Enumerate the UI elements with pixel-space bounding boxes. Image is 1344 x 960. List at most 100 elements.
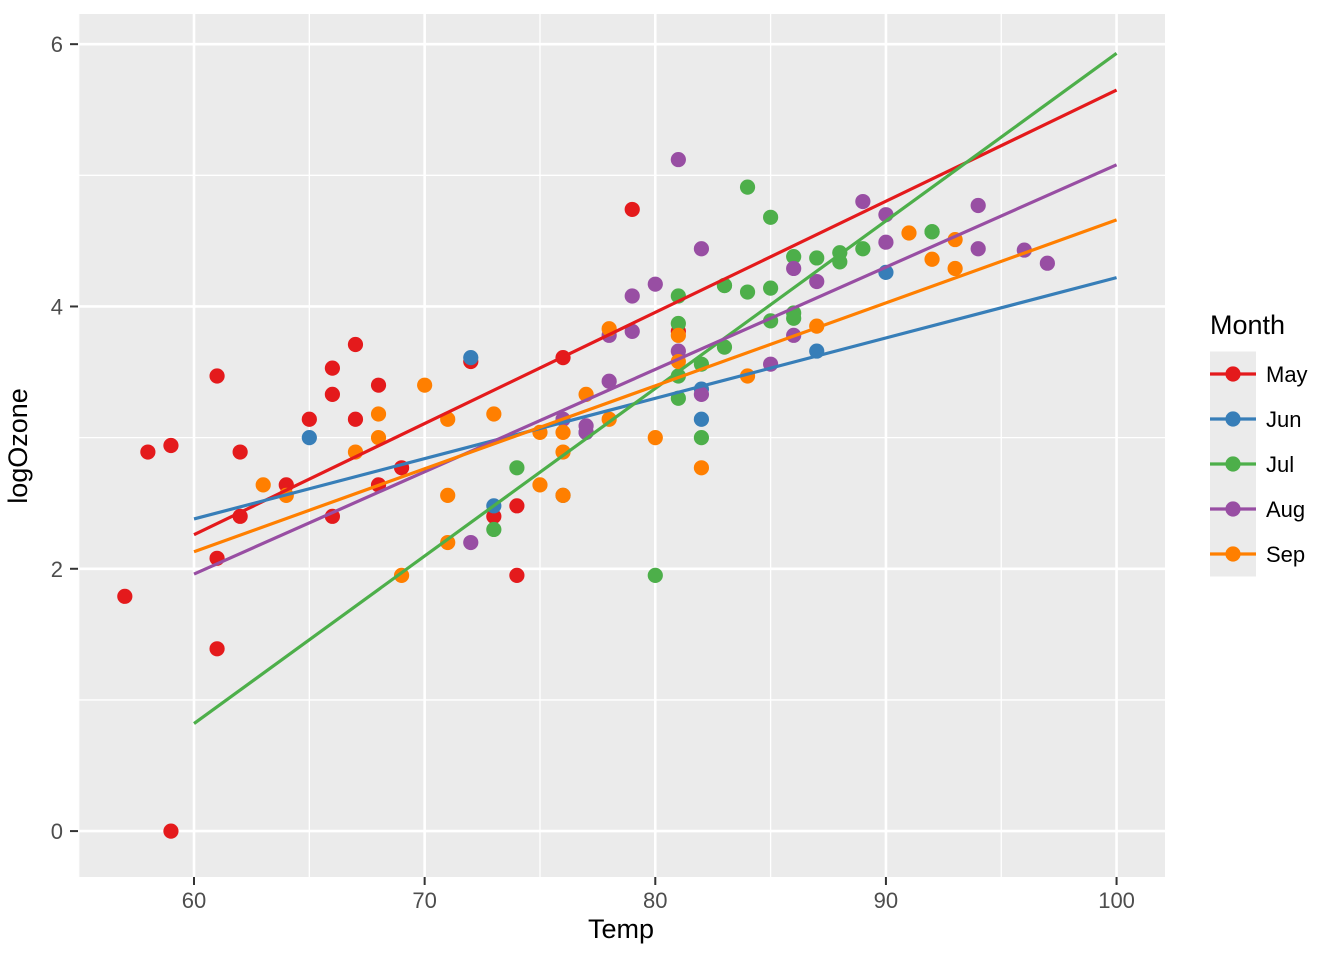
legend-item-sep: Sep	[1210, 531, 1305, 577]
legend-label: Sep	[1266, 542, 1305, 567]
legend-label: May	[1266, 362, 1308, 387]
x-tick-label: 70	[412, 888, 436, 913]
legend-key-point	[1225, 501, 1241, 517]
data-point-jul	[763, 280, 779, 296]
series-points-jul	[486, 179, 940, 583]
data-point-jul	[739, 284, 756, 300]
data-point-sep	[555, 424, 571, 440]
legend-key-point	[1225, 456, 1241, 472]
y-tick-label: 6	[51, 32, 63, 57]
scatter-points	[117, 151, 1055, 839]
data-point-sep	[370, 430, 387, 446]
data-point-aug	[878, 234, 894, 250]
data-point-jul	[763, 209, 779, 225]
data-point-may	[509, 498, 525, 514]
axis-ticks: 60 70 80 90 100 0 2 4 6	[51, 32, 1135, 913]
data-point-aug	[1039, 255, 1055, 271]
legend-item-aug: Aug	[1210, 486, 1305, 532]
data-point-jun	[463, 350, 479, 366]
data-point-sep	[555, 444, 571, 460]
data-point-jul	[786, 310, 802, 326]
data-point-may	[117, 588, 133, 604]
data-point-may	[209, 368, 225, 384]
legend: Month May Jun Jul Aug Sep	[1210, 310, 1308, 577]
data-point-aug	[624, 288, 640, 304]
data-point-may	[347, 336, 364, 353]
legend-items: May Jun Jul Aug Sep	[1210, 351, 1308, 577]
data-point-jul	[693, 430, 710, 446]
trend-line-jun	[193, 276, 1117, 521]
data-point-sep	[255, 477, 271, 493]
data-point-sep	[901, 225, 917, 241]
x-tick-label: 80	[643, 888, 667, 913]
series-points-may	[117, 201, 686, 839]
data-point-jun	[693, 411, 710, 427]
data-point-jul	[509, 460, 525, 476]
data-point-sep	[417, 377, 433, 393]
data-point-sep	[947, 260, 963, 277]
data-point-jul	[670, 315, 686, 332]
data-point-aug	[809, 273, 825, 290]
y-tick-label: 0	[51, 819, 63, 844]
data-point-may	[509, 567, 525, 583]
data-point-aug	[855, 193, 871, 210]
legend-key-point	[1225, 366, 1241, 382]
legend-item-may: May	[1210, 351, 1308, 397]
data-point-sep	[924, 251, 940, 267]
data-point-sep	[532, 477, 548, 493]
data-point-sep	[440, 487, 456, 503]
x-tick-label: 90	[874, 888, 898, 913]
data-point-jul	[855, 241, 871, 257]
legend-label: Aug	[1266, 497, 1305, 522]
data-point-sep	[693, 460, 710, 476]
data-point-aug	[670, 343, 686, 359]
grid-major-lines	[78, 14, 1165, 877]
data-point-may	[347, 411, 364, 427]
data-point-may	[232, 444, 248, 460]
data-point-jul	[809, 250, 825, 266]
plot-panel	[78, 14, 1165, 877]
data-point-aug	[624, 323, 640, 339]
data-point-sep	[670, 327, 686, 343]
trend-line-aug	[193, 163, 1118, 576]
data-point-jul	[924, 224, 940, 240]
data-point-may	[301, 411, 317, 427]
data-point-aug	[647, 276, 663, 292]
data-point-jul	[739, 179, 756, 195]
data-point-may	[370, 377, 387, 393]
trend-line-sep	[193, 218, 1118, 554]
legend-title: Month	[1210, 310, 1285, 340]
data-point-may	[163, 823, 179, 839]
legend-label: Jul	[1266, 452, 1294, 477]
x-axis-title: Temp	[588, 914, 654, 944]
data-point-may	[324, 360, 340, 376]
data-point-jun	[301, 430, 317, 446]
data-point-aug	[786, 260, 802, 277]
data-point-jul	[486, 521, 502, 538]
y-tick-label: 2	[51, 557, 63, 582]
x-tick-label: 100	[1098, 888, 1135, 913]
data-point-jul	[786, 249, 802, 265]
data-point-aug	[693, 386, 710, 402]
data-point-sep	[440, 534, 456, 551]
data-point-aug	[670, 151, 686, 168]
y-tick-label: 4	[51, 294, 63, 319]
data-point-sep	[486, 406, 502, 422]
data-point-aug	[463, 534, 479, 551]
data-point-sep	[370, 406, 387, 422]
data-point-sep	[647, 430, 663, 446]
data-point-jul	[647, 567, 663, 583]
trend-lines	[193, 52, 1118, 725]
y-axis-title: logOzone	[3, 388, 33, 504]
data-point-sep	[555, 487, 571, 503]
data-point-aug	[693, 241, 710, 257]
data-point-may	[140, 444, 156, 460]
data-point-aug	[601, 373, 617, 389]
data-point-may	[209, 641, 225, 657]
legend-key-point	[1225, 546, 1241, 562]
data-point-aug	[970, 197, 986, 214]
legend-key-point	[1225, 411, 1241, 427]
data-point-may	[486, 508, 502, 524]
